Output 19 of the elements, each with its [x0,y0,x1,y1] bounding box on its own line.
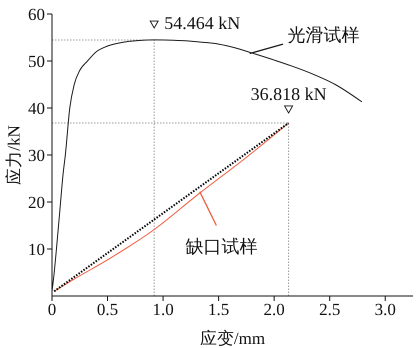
y-tick-label: 20 [28,193,45,212]
y-tick-label: 30 [28,146,45,166]
series-label: 光滑试样 [287,25,360,46]
y-axis-title: 应力/kN [4,125,24,185]
x-tick-label: 2.0 [264,300,285,320]
x-tick-label: 0 [48,300,56,320]
y-tick-label: 50 [28,52,45,72]
x-tick-label: 1.0 [152,300,174,320]
x-tick-label: 2.5 [319,300,340,320]
annotation: 36.818 kN [250,84,327,104]
x-tick-label: 3.0 [374,300,396,320]
x-tick-label: 1.5 [208,300,230,320]
y-tick-label: 40 [28,99,45,118]
annotation: 54.464 kN [164,13,240,34]
y-tick-label: 10 [28,240,45,260]
x-tick-label: 0.5 [96,300,118,320]
x-axis-title: 应变/mm [200,329,266,348]
legend-label: 缺口试样 [185,236,258,257]
y-tick-label: 60 [28,5,45,24]
